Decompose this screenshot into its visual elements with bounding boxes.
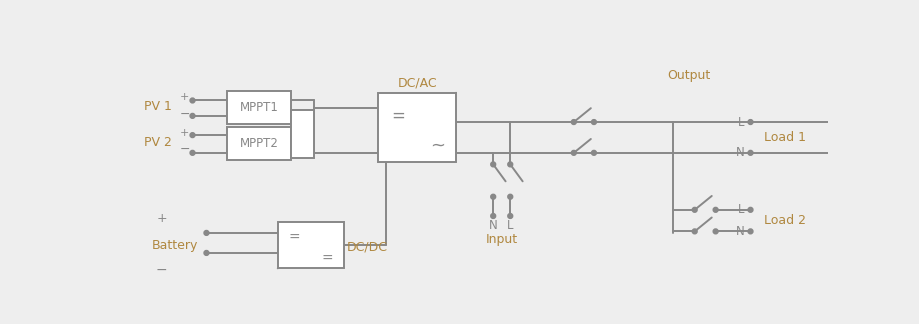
Text: DC/DC: DC/DC — [346, 240, 387, 253]
Circle shape — [747, 151, 752, 155]
Text: L: L — [737, 116, 743, 129]
Bar — [278, 222, 344, 268]
Text: Output: Output — [666, 69, 709, 82]
Text: +: + — [156, 212, 166, 225]
Circle shape — [491, 162, 494, 167]
Circle shape — [190, 133, 195, 137]
Text: MPPT1: MPPT1 — [240, 101, 278, 114]
Circle shape — [571, 151, 575, 155]
Text: Battery: Battery — [152, 239, 199, 252]
Circle shape — [591, 151, 596, 155]
Circle shape — [204, 231, 209, 235]
Circle shape — [190, 98, 195, 103]
Circle shape — [507, 195, 512, 199]
Text: N: N — [488, 219, 497, 233]
Circle shape — [747, 208, 752, 212]
Circle shape — [507, 214, 512, 218]
Text: ~: ~ — [429, 136, 445, 154]
Text: +: + — [180, 92, 189, 102]
Text: +: + — [180, 128, 189, 138]
Bar — [378, 93, 456, 162]
Text: −: − — [179, 143, 190, 156]
Text: L: L — [737, 203, 743, 216]
Text: PV 1: PV 1 — [143, 100, 171, 113]
Text: =: = — [391, 107, 404, 125]
Text: =: = — [321, 252, 333, 266]
Circle shape — [204, 251, 209, 255]
Text: DC/AC: DC/AC — [397, 76, 437, 89]
Circle shape — [491, 214, 494, 218]
Circle shape — [571, 120, 575, 124]
Circle shape — [507, 162, 512, 167]
Circle shape — [190, 151, 195, 155]
Bar — [290, 110, 313, 158]
Circle shape — [491, 195, 494, 199]
Circle shape — [190, 114, 195, 118]
Circle shape — [692, 229, 696, 234]
Circle shape — [747, 229, 752, 234]
Text: −: − — [179, 108, 190, 121]
Circle shape — [747, 120, 752, 124]
Text: −: − — [155, 263, 167, 277]
Circle shape — [712, 229, 717, 234]
Text: MPPT2: MPPT2 — [240, 137, 278, 150]
Text: N: N — [735, 225, 743, 238]
Bar — [227, 127, 290, 160]
Circle shape — [692, 208, 696, 212]
Text: N: N — [735, 146, 743, 159]
Text: =: = — [289, 231, 301, 245]
Text: Load 2: Load 2 — [764, 214, 806, 227]
Circle shape — [591, 120, 596, 124]
Bar — [227, 91, 290, 123]
Text: PV 2: PV 2 — [143, 136, 171, 149]
Text: Input: Input — [485, 233, 517, 246]
Circle shape — [712, 208, 717, 212]
Text: L: L — [506, 219, 513, 233]
Text: Load 1: Load 1 — [764, 131, 806, 144]
